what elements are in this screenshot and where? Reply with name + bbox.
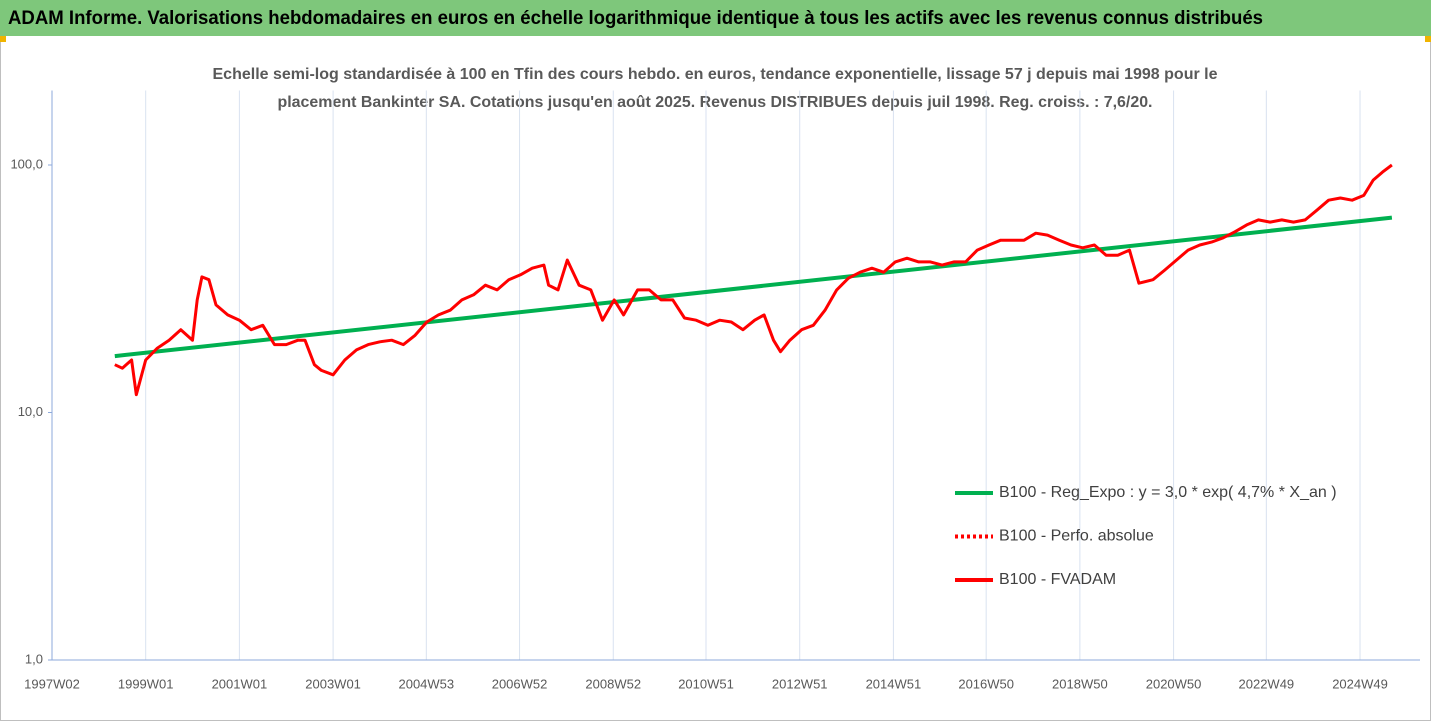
x-tick-label: 2003W01 [305, 676, 361, 691]
legend-label: B100 - FVADAM [999, 571, 1116, 588]
y-tick-label: 1,0 [25, 651, 43, 666]
x-tick-label: 1999W01 [118, 676, 174, 691]
x-tick-label: 2012W51 [772, 676, 828, 691]
x-tick-label: 2016W50 [958, 676, 1014, 691]
series-line [114, 215, 1393, 359]
corner-mark [0, 36, 6, 42]
x-tick-label: 2022W49 [1239, 676, 1295, 691]
x-tick-label: 2018W50 [1052, 676, 1108, 691]
x-tick-label: 1997W02 [24, 676, 80, 691]
chart-title: ADAM Informe. Valorisations hebdomadaire… [8, 8, 1263, 29]
legend-label: B100 - Perfo. absolue [999, 528, 1154, 545]
x-tick-label: 2020W50 [1146, 676, 1202, 691]
legend-label: B100 - Reg_Expo : y = 3,0 * exp( 4,7% * … [999, 484, 1337, 501]
x-tick-label: 2008W52 [585, 676, 641, 691]
x-tick-label: 2004W53 [398, 676, 454, 691]
chart-subtitle: Echelle semi-log standardisée à 100 en T… [213, 66, 1218, 83]
y-tick-label: 10,0 [18, 404, 43, 419]
corner-mark [1425, 36, 1431, 42]
series-line [114, 163, 1393, 397]
x-tick-label: 2006W52 [492, 676, 548, 691]
header-band [0, 0, 1431, 36]
x-tick-label: 2010W51 [678, 676, 734, 691]
x-tick-label: 2024W49 [1332, 676, 1388, 691]
x-tick-label: 2014W51 [866, 676, 922, 691]
chart-subtitle: placement Bankinter SA. Cotations jusqu'… [278, 94, 1153, 111]
x-tick-label: 2001W01 [212, 676, 268, 691]
y-tick-label: 100,0 [10, 156, 43, 171]
